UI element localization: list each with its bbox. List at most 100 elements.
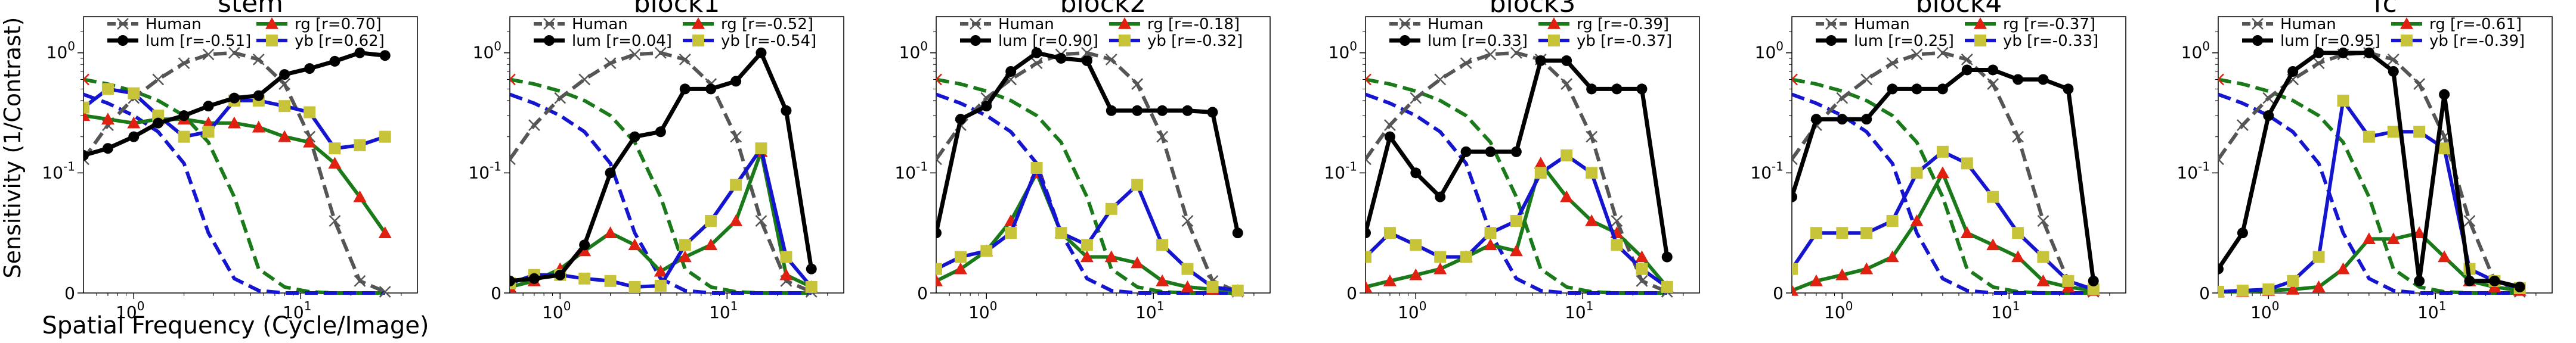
lum-marker — [2038, 74, 2049, 85]
rg-marker — [1860, 262, 1874, 275]
human-marker — [730, 130, 742, 143]
lum-marker — [1207, 107, 1218, 118]
chart-panel-block1: block1 0 10-1 100 100 101 Human rg [r=-0.52] lum… — [468, 0, 844, 322]
lum-marker — [806, 263, 817, 275]
figure-xlabel: Spatial Frequency (Cycle/Image) — [42, 312, 429, 339]
yb-marker — [1105, 202, 1117, 215]
human-marker — [1636, 275, 1648, 287]
human-marker — [1384, 119, 1396, 131]
rg-marker — [2386, 232, 2400, 245]
yb-marker — [628, 280, 641, 293]
rg-marker — [603, 226, 617, 238]
lum-marker — [1485, 146, 1496, 157]
legend-marker — [265, 17, 278, 29]
legend-marker — [117, 35, 128, 46]
plot-frame — [1365, 16, 1700, 294]
rg-marker — [1885, 250, 1899, 263]
lum-marker — [1961, 64, 1973, 76]
lum-marker — [1460, 146, 1472, 157]
yb-human-line — [83, 92, 385, 295]
rg-marker — [936, 274, 943, 286]
yb-marker — [1484, 227, 1497, 239]
human-marker — [1030, 57, 1043, 69]
human-marker — [1961, 54, 1973, 66]
legend-marker — [1825, 18, 1837, 30]
legend-marker — [1118, 17, 1131, 29]
human-marker — [604, 57, 617, 69]
rg-marker — [1104, 250, 1118, 263]
yb-human-line — [936, 92, 1238, 295]
yb-marker — [1961, 157, 1973, 170]
yb-marker — [2312, 251, 2325, 263]
human-marker — [510, 153, 516, 166]
yb-marker — [2012, 227, 2024, 239]
rg-marker — [729, 214, 743, 226]
rg-marker — [1585, 214, 1599, 226]
lum-marker — [1510, 146, 1522, 157]
legend-label: yb [r=0.62] — [295, 32, 385, 50]
lum-marker — [579, 239, 590, 251]
yb-marker — [1030, 162, 1043, 174]
legend-marker — [1399, 18, 1411, 30]
chart-title: block4 — [1916, 0, 2002, 18]
yb-human-line — [1792, 92, 2094, 295]
rg-marker — [2438, 250, 2451, 263]
lum-marker — [128, 131, 140, 142]
lum-marker — [1081, 55, 1092, 66]
human-marker — [1561, 78, 1573, 90]
legend-label: lum [r=0.25] — [1854, 32, 1954, 50]
chart-panel-fc: fc 0 10-1 100 100 101 Human rg [r=-0.61] lum [r=… — [2176, 0, 2553, 322]
rg-marker — [1484, 238, 1497, 251]
lum-marker — [2489, 275, 2500, 286]
rg-marker — [1936, 166, 1949, 179]
lum-line — [936, 51, 1240, 233]
lum-marker — [1535, 55, 1546, 66]
legend-label: Human — [998, 15, 1054, 33]
data-layer — [1366, 46, 1674, 298]
rg-marker — [127, 116, 141, 129]
yb-marker — [1886, 215, 1899, 227]
human-marker — [2237, 119, 2249, 131]
yb-marker — [2236, 284, 2249, 297]
rg-marker — [953, 262, 967, 275]
human-marker — [1860, 73, 1873, 86]
human-marker — [202, 48, 215, 61]
rg-marker — [2362, 232, 2376, 245]
lum-marker — [1410, 167, 1422, 179]
yb-marker — [679, 239, 691, 251]
yb-marker — [329, 142, 341, 155]
legend-label: Human — [572, 15, 628, 33]
legend-label: yb [r=-0.54] — [721, 32, 816, 50]
x-tick-label: 101 — [1565, 299, 1593, 322]
legend-label: lum [r=0.95] — [2280, 32, 2380, 50]
lum-marker — [279, 69, 290, 80]
rg-human-marker — [83, 73, 89, 86]
yb-marker — [1911, 167, 1923, 179]
lum-marker — [2337, 47, 2349, 58]
lum-marker — [705, 83, 717, 95]
lum-marker — [510, 275, 515, 286]
yb-marker — [128, 87, 140, 99]
human-marker — [252, 54, 265, 66]
lum-marker — [2363, 47, 2374, 58]
y-tick-label: 100 — [1755, 39, 1784, 63]
yb-marker — [2438, 142, 2451, 155]
yb-marker — [278, 100, 291, 113]
rg-marker — [1383, 274, 1397, 286]
human-marker — [628, 48, 641, 61]
rg-human-marker — [936, 73, 942, 86]
lum-marker — [1586, 83, 1597, 95]
human-marker — [528, 119, 540, 131]
yb-marker — [2037, 251, 2049, 263]
human-marker — [152, 73, 165, 86]
yb-human-line — [510, 92, 812, 295]
lum-marker — [329, 55, 340, 67]
rg-marker — [1635, 250, 1649, 263]
human-marker — [1460, 57, 1472, 69]
rg-marker — [353, 190, 367, 202]
legend-label: yb [r=-0.37] — [1577, 32, 1672, 50]
legend-label: rg [r=-0.52] — [721, 15, 813, 33]
legend-marker — [2401, 35, 2413, 46]
yb-marker — [379, 130, 391, 143]
yb-marker — [2287, 275, 2299, 287]
